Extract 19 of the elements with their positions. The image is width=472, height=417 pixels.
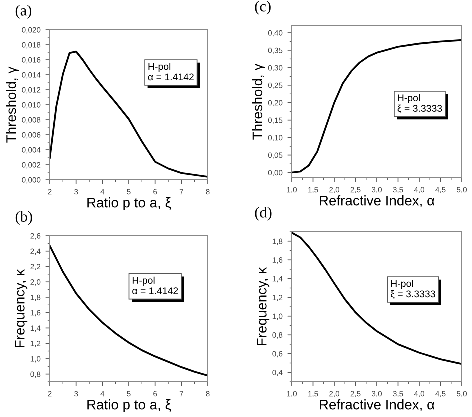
y-axis-title: Frequency, κ — [257, 267, 270, 346]
annotation: H-pol ξ = 3.3333 — [391, 280, 436, 300]
x-axis-title: Ratio p to a, ξ — [88, 400, 172, 412]
chart-title: (d) — [255, 207, 272, 221]
annotation: H-pol α = 1.4142 — [132, 276, 178, 294]
y-axis-title: Threshold, γ — [6, 66, 20, 143]
x-axis-title: Ratio p to a, ξ — [88, 198, 172, 210]
y-axis-title: Threshold, γ — [252, 64, 266, 140]
chart-title: (c) — [255, 0, 271, 15]
line-series — [292, 39, 462, 174]
chart-title: (b) — [16, 211, 32, 226]
line-series — [50, 50, 208, 178]
annotation: H-pol ξ = 3.3333 — [398, 94, 442, 114]
x-axis-title: Refractive Index, α — [320, 196, 435, 208]
line-series — [50, 245, 208, 377]
y-axis-title: Frequency, κ — [15, 269, 28, 348]
chart-title: (a) — [16, 5, 32, 19]
x-axis-title: Refractive Index, α — [320, 400, 435, 412]
annotation: H-pol α = 1.4142 — [148, 63, 194, 81]
